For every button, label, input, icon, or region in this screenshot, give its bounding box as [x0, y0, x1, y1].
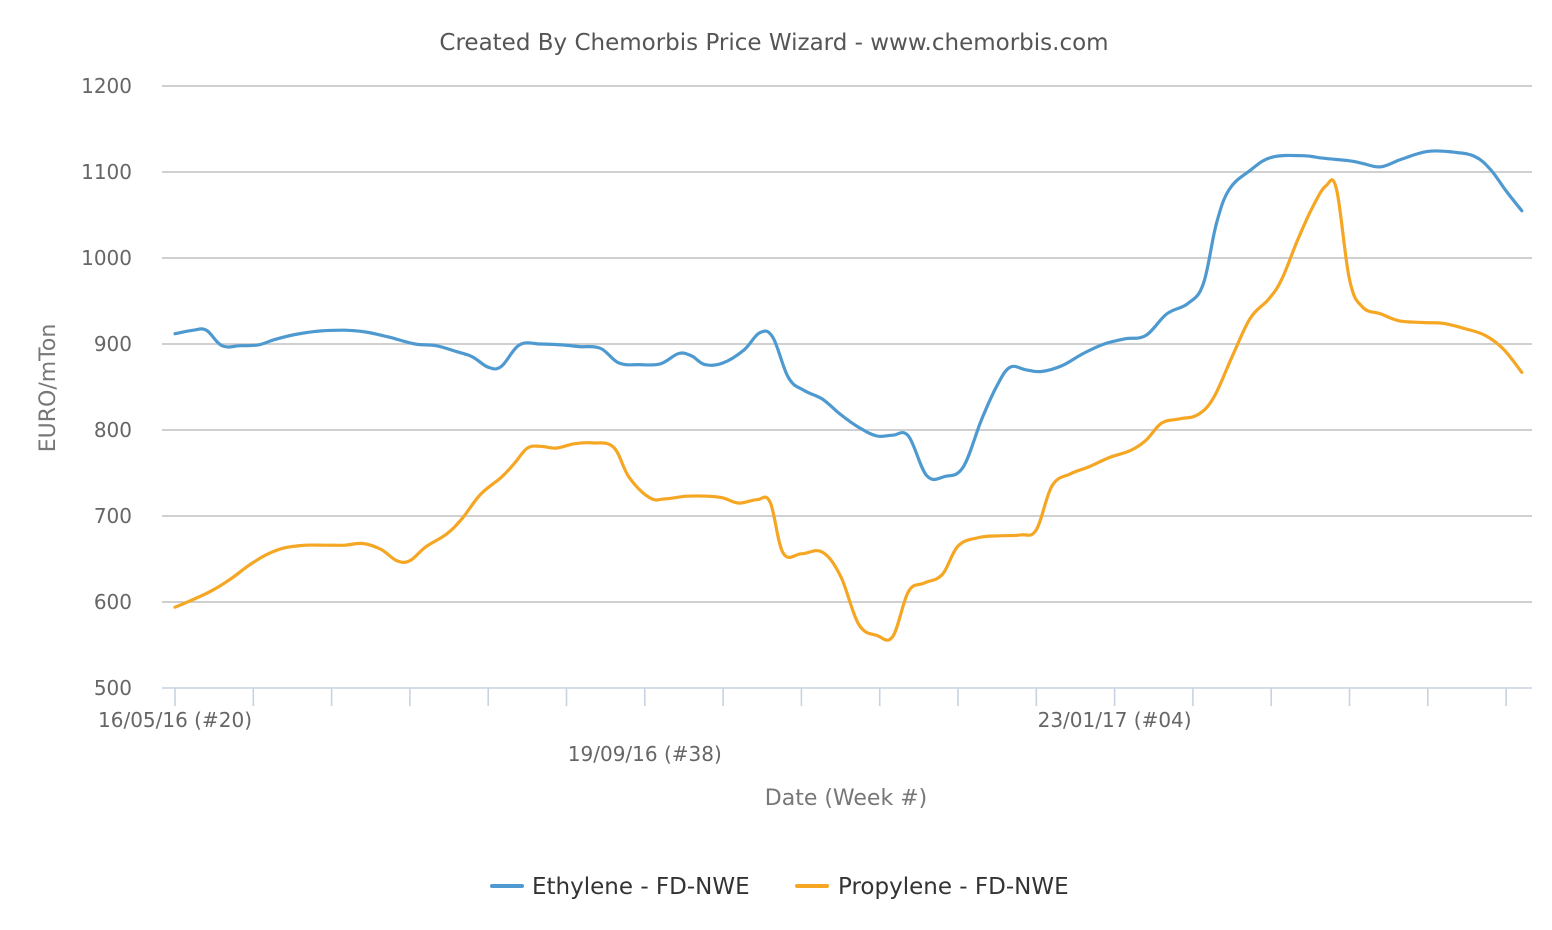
y-tick-label-800: 800	[94, 418, 132, 442]
y-axis-title: EURO/mTon	[36, 324, 61, 453]
y-tick-label-900: 900	[94, 332, 132, 356]
y-tick-label-600: 600	[94, 590, 132, 614]
y-tick-label-700: 700	[94, 504, 132, 528]
series-line-propylene	[173, 178, 1524, 642]
legend-label: Ethylene - FD-NWE	[532, 874, 750, 900]
legend-item-propylene[interactable]: Propylene - FD-NWE	[795, 874, 1069, 900]
series-line-ethylene	[173, 149, 1524, 482]
grid-lines	[162, 85, 1532, 603]
series-lines	[173, 149, 1524, 642]
y-tick-label-500: 500	[94, 676, 132, 700]
y-tick-label-1100: 1100	[81, 160, 132, 184]
x-axis: 16/05/16 (#20) 19/09/16 (#38) 23/01/17 (#0…	[98, 687, 1532, 766]
y-axis-tick-labels: 500 600 700 800 900 1000 1100 1200	[81, 74, 132, 700]
legend: Ethylene - FD-NWE Propylene - FD-NWE	[490, 874, 1069, 900]
x-tick-label: 19/09/16 (#38)	[568, 742, 722, 766]
x-tick-label: 23/01/17 (#04)	[1038, 708, 1192, 732]
chart-title: Created By Chemorbis Price Wizard - www.…	[439, 30, 1108, 56]
y-tick-label-1200: 1200	[81, 74, 132, 98]
x-tick-label: 16/05/16 (#20)	[98, 708, 252, 732]
x-axis-title: Date (Week #)	[765, 786, 927, 811]
y-tick-label-1000: 1000	[81, 246, 132, 270]
legend-item-ethylene[interactable]: Ethylene - FD-NWE	[490, 874, 750, 900]
legend-label: Propylene - FD-NWE	[838, 874, 1069, 900]
